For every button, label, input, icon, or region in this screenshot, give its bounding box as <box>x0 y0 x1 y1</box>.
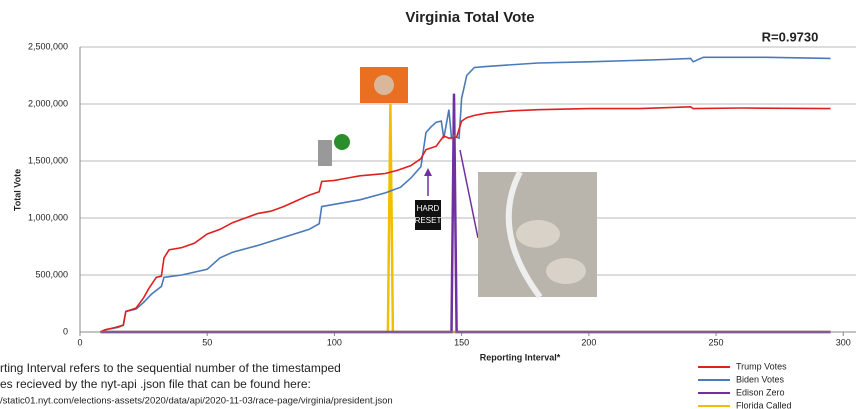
arrow <box>459 149 479 239</box>
chart-title: Virginia Total Vote <box>405 9 534 26</box>
y-tick-label: 0 <box>63 326 68 336</box>
plot: 0 500,000 1,000,000 1,500,000 2,000,000 2,500… <box>28 41 856 347</box>
x-tick-label: 200 <box>581 337 596 347</box>
photo-button <box>546 258 586 284</box>
y-axis-label: Total Vote <box>12 169 22 211</box>
hard-reset-label: HARD <box>417 204 440 213</box>
hard-reset-box <box>415 200 441 230</box>
footnote-line: /static01.nyt.com/elections-assets/2020/… <box>0 396 393 407</box>
luigi-icon <box>334 134 350 150</box>
legend-label: Florida Called <box>736 400 792 409</box>
x-tick-label: 150 <box>454 337 469 347</box>
photo-face <box>374 75 394 95</box>
arrow-head <box>424 168 432 176</box>
photo-button <box>516 220 560 248</box>
legend-label: Edison Zero <box>736 387 785 397</box>
x-tick-label: 250 <box>709 337 724 347</box>
x-tick-label: 50 <box>202 337 212 347</box>
annotation: R=0.9730 <box>762 29 819 44</box>
y-tick-label: 500,000 <box>35 269 68 279</box>
series-line <box>100 105 831 333</box>
legend-label: Biden Votes <box>736 374 785 384</box>
x-axis-label: Reporting Interval* <box>480 352 561 362</box>
series-line <box>100 93 831 334</box>
x-tick-label: 0 <box>77 337 82 347</box>
legend: Trump Votes Biden Votes Edison Zero Florida… <box>698 361 792 409</box>
x-tick-label: 300 <box>836 337 851 347</box>
footnote-line: rting Interval refers to the sequential … <box>0 361 341 375</box>
series-line <box>100 56 831 333</box>
x-tick-label: 100 <box>327 337 342 347</box>
footnote-line: es recieved by the nyt-api .json file th… <box>0 377 311 391</box>
footnote: rting Interval refers to the sequential … <box>0 361 393 406</box>
y-tick-label: 2,000,000 <box>28 98 68 108</box>
y-tick-label: 1,000,000 <box>28 212 68 222</box>
photo-detail <box>505 170 543 299</box>
hard-reset-label: RESET <box>415 216 442 225</box>
y-tick-label: 2,500,000 <box>28 41 68 51</box>
y-tick-label: 1,500,000 <box>28 155 68 165</box>
legend-label: Trump Votes <box>736 361 787 371</box>
luigi-icon <box>318 140 332 166</box>
